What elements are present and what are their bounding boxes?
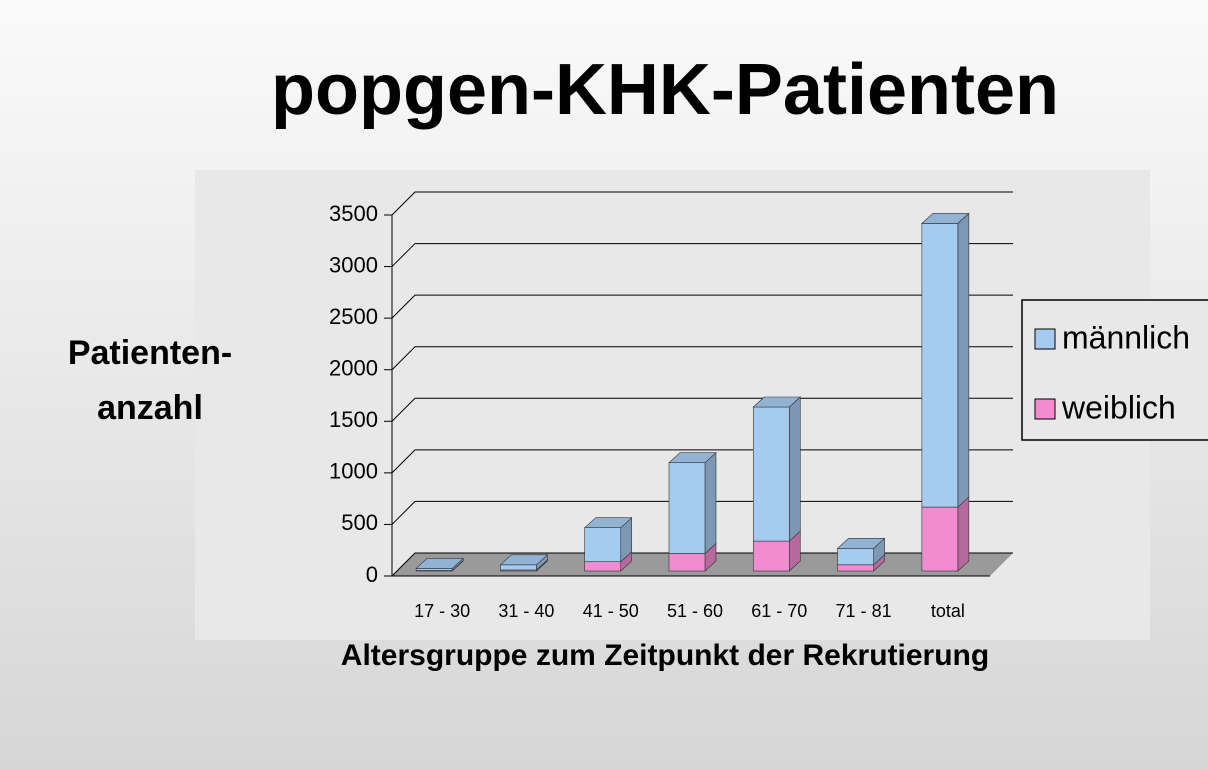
bar [584, 561, 622, 572]
bar-top [583, 517, 633, 528]
bar-side [957, 212, 970, 508]
y-tick-label: 2000 [329, 356, 378, 381]
y-axis-label: anzahl [97, 389, 203, 427]
bar-side [957, 496, 970, 572]
y-tick-label: 500 [341, 510, 378, 535]
y-tick-label: 0 [366, 562, 378, 587]
grid-line [391, 397, 1013, 422]
bar-top [921, 213, 970, 224]
bar-top [499, 554, 549, 566]
grid-line [391, 243, 1013, 267]
bar [500, 564, 537, 571]
x-tick-label: total [931, 601, 965, 621]
y-axis-label: Patienten- [68, 334, 232, 372]
grid-line [391, 552, 1013, 577]
grid-line [391, 500, 1013, 525]
bar-side [704, 452, 717, 555]
bar-side [788, 396, 801, 542]
x-tick-label: 51 - 60 [667, 601, 723, 621]
bar [837, 564, 874, 572]
bar-top [836, 538, 886, 549]
grid-line [391, 449, 1013, 474]
x-tick-label: 41 - 50 [583, 601, 639, 621]
x-tick-label: 17 - 30 [414, 601, 470, 621]
bar [415, 568, 453, 571]
bar-top [752, 396, 802, 408]
bar [752, 406, 790, 542]
y-tick-label: 3500 [329, 201, 378, 226]
legend-swatch [1034, 398, 1056, 420]
bar [837, 548, 874, 566]
y-tick-label: 1000 [329, 459, 378, 484]
y-tick-label: 3000 [329, 252, 378, 277]
legend-label: weiblich [1061, 389, 1176, 425]
y-tick-label: 1500 [329, 407, 378, 432]
bar [584, 527, 622, 563]
bar [921, 506, 959, 572]
bar [668, 462, 706, 554]
legend-swatch [1034, 328, 1056, 350]
chart-title: popgen-KHK-Patienten [271, 50, 1059, 130]
x-axis-label: Altersgruppe zum Zeitpunkt der Rekrutier… [341, 639, 989, 672]
bar [668, 553, 706, 572]
legend-label: männlich [1062, 319, 1190, 355]
bar-top [668, 452, 717, 464]
bar [752, 540, 790, 572]
bar [921, 223, 959, 508]
y-tick-label: 2500 [329, 304, 378, 329]
x-tick-label: 61 - 70 [751, 601, 807, 621]
grid-line [391, 191, 1013, 216]
grid-line [391, 346, 1013, 371]
x-tick-label: 31 - 40 [498, 601, 554, 621]
bar-top [415, 558, 464, 569]
x-tick-label: 71 - 81 [836, 601, 892, 621]
grid-line [391, 294, 1013, 319]
